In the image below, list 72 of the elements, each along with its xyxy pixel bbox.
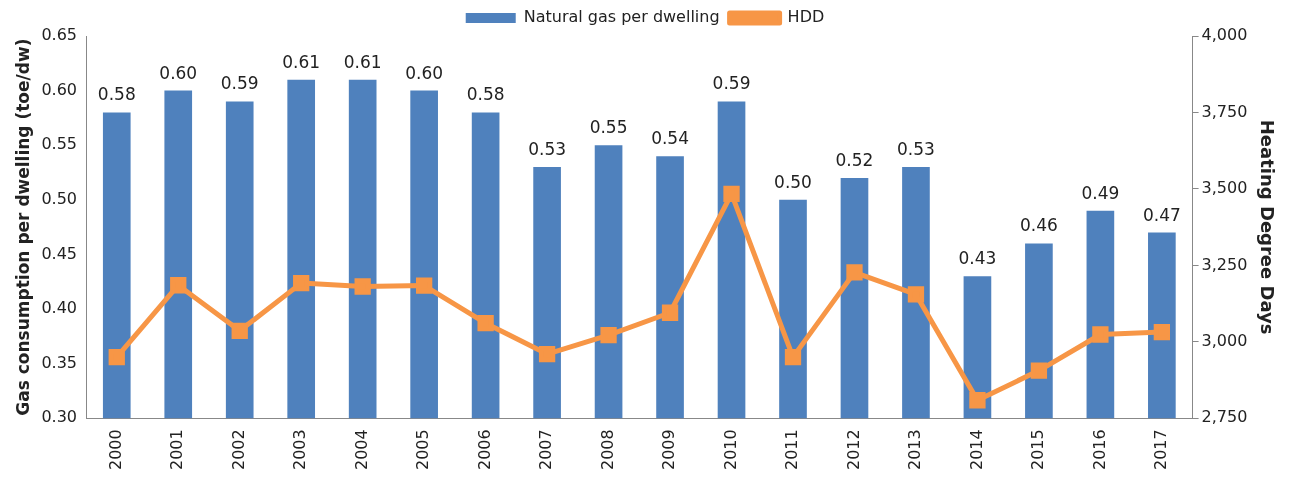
data-label: 0.59 <box>712 73 751 94</box>
x-tick-label: 2011 <box>782 429 802 470</box>
point <box>1030 362 1048 379</box>
point <box>231 322 248 339</box>
point <box>415 277 433 294</box>
legend-label: Natural gas per dwelling <box>523 7 720 27</box>
y2-tick-label: 4,000 <box>1201 25 1248 45</box>
x-tick-label: 2004 <box>351 429 371 470</box>
x-tick-label: 2012 <box>843 429 863 470</box>
data-label: 0.58 <box>466 84 505 105</box>
x-tick-label: 2016 <box>1089 429 1109 470</box>
y2-tick-label: 3,750 <box>1201 101 1248 121</box>
legend-label: HDD <box>787 7 825 27</box>
point <box>170 277 187 294</box>
x-tick-label: 2013 <box>905 429 925 470</box>
point <box>477 315 494 332</box>
data-label: 0.53 <box>897 138 935 159</box>
point <box>600 326 617 344</box>
data-label: 0.61 <box>343 51 382 72</box>
data-label: 0.58 <box>97 84 136 105</box>
x-tick-label: 2010 <box>720 429 740 470</box>
x-tick-label: 2000 <box>105 429 125 470</box>
point <box>846 264 863 281</box>
point <box>723 185 740 202</box>
point <box>661 304 679 321</box>
point <box>907 286 925 303</box>
point <box>108 348 125 366</box>
data-label: 0.46 <box>1019 215 1058 236</box>
data-label: 0.54 <box>651 128 689 149</box>
x-tick-label: 2009 <box>659 429 679 470</box>
y2-axis-title: Heating Degree Days <box>1256 119 1278 335</box>
y-tick-label: 0.50 <box>41 188 78 208</box>
data-label: 0.53 <box>528 138 567 159</box>
y-tick-label: 0.45 <box>41 243 78 263</box>
x-tick-label: 2014 <box>966 429 986 470</box>
y-axis-title: Gas consumption per dwelling (toe/dw) <box>12 38 33 416</box>
y-tick-label: 0.40 <box>41 298 78 318</box>
point <box>1092 326 1109 343</box>
x-tick-label: 2002 <box>228 429 248 470</box>
data-label: 0.43 <box>958 248 997 269</box>
data-label: 0.50 <box>774 171 812 192</box>
y2-tick-label: 2,750 <box>1201 407 1248 427</box>
data-label: 0.61 <box>282 51 321 72</box>
point <box>784 348 802 366</box>
x-tick-label: 2015 <box>1028 429 1048 470</box>
data-label: 0.60 <box>159 62 198 83</box>
data-label: 0.49 <box>1081 182 1120 203</box>
x-tick-label: 2017 <box>1151 429 1171 470</box>
data-label: 0.59 <box>220 73 259 94</box>
point <box>969 392 986 409</box>
y2-tick-label: 3,500 <box>1201 178 1248 198</box>
point <box>538 345 556 363</box>
data-label: 0.55 <box>589 117 628 138</box>
x-tick-label: 2008 <box>597 429 617 470</box>
y-tick-label: 0.30 <box>41 407 78 427</box>
x-tick-label: 2003 <box>290 429 310 470</box>
x-tick-label: 2001 <box>167 429 187 470</box>
point <box>1153 323 1171 341</box>
y-tick-label: 0.35 <box>41 352 78 372</box>
point <box>293 274 310 292</box>
data-label: 0.47 <box>1142 204 1181 225</box>
x-tick-label: 2005 <box>413 429 433 470</box>
y-tick-label: 0.60 <box>41 79 78 99</box>
y2-tick-label: 3,250 <box>1201 254 1248 274</box>
data-label: 0.60 <box>405 62 444 83</box>
y-tick-label: 0.55 <box>41 134 78 154</box>
point <box>354 278 371 295</box>
x-tick-label: 2007 <box>536 429 556 470</box>
y-tick-label: 0.65 <box>41 25 78 45</box>
data-label: 0.52 <box>835 149 874 170</box>
y2-tick-label: 3,000 <box>1201 330 1248 350</box>
x-tick-label: 2006 <box>474 429 494 470</box>
